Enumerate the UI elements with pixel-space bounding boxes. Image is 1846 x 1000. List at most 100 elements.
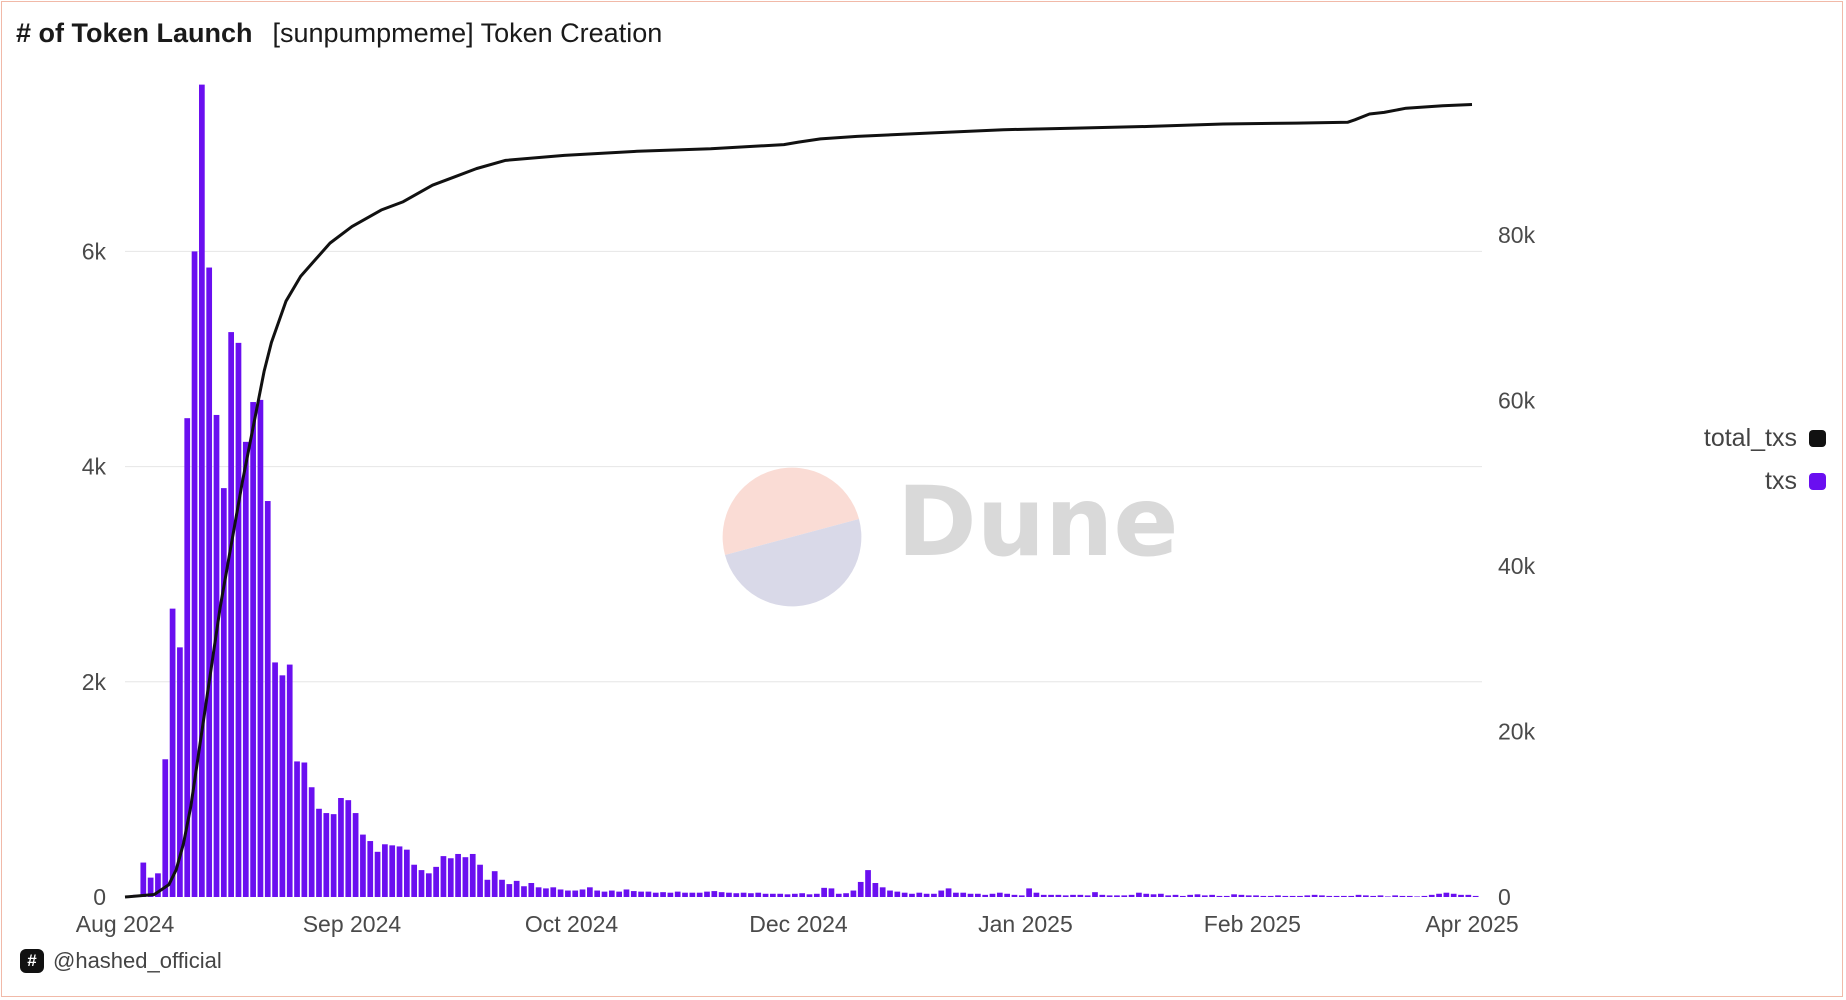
- x-axis: Aug 2024 Sep 2024 Oct 2024 Dec 2024 Jan 2025…: [76, 911, 1519, 937]
- txs-bar: [587, 887, 593, 897]
- txs-bar: [213, 414, 220, 897]
- txs-bar: [147, 877, 154, 897]
- txs-bar: [865, 870, 871, 897]
- txs-bar: [286, 664, 293, 897]
- txs-bar: [1187, 894, 1194, 897]
- txs-bar: [1004, 893, 1010, 897]
- txs-bars: [125, 84, 1479, 898]
- watermark-logo-top-half: [722, 467, 859, 555]
- x-axis-tick-label: Jan 2025: [978, 911, 1073, 937]
- txs-bar: [242, 441, 249, 897]
- txs-bar: [740, 892, 747, 897]
- txs-bar: [367, 841, 374, 897]
- txs-bar: [652, 892, 659, 897]
- txs-bar: [177, 647, 183, 897]
- txs-bar: [872, 883, 879, 897]
- legend-item-total-txs[interactable]: total_txs: [1704, 424, 1826, 453]
- txs-bar: [1319, 895, 1325, 897]
- txs-bar: [608, 890, 615, 897]
- txs-bar: [718, 892, 725, 897]
- txs-bar: [1355, 894, 1362, 897]
- txs-bar: [484, 879, 491, 897]
- txs-bar: [565, 890, 571, 897]
- txs-bar: [630, 891, 637, 897]
- txs-bar: [389, 845, 396, 897]
- txs-bar: [931, 893, 937, 897]
- left-axis-tick-label: 6k: [82, 238, 107, 264]
- txs-bar: [543, 888, 549, 897]
- txs-bar: [345, 800, 352, 897]
- right-axis-tick-label: 60k: [1498, 387, 1536, 413]
- right-axis-tick-label: 0: [1498, 884, 1511, 910]
- right-axis: 0 20k 40k 60k 80k: [1498, 222, 1536, 910]
- txs-bar: [155, 873, 161, 897]
- txs-bar: [770, 893, 776, 897]
- txs-bar: [1465, 894, 1472, 897]
- txs-bar: [1223, 895, 1230, 897]
- legend-swatch-txs: [1809, 473, 1826, 490]
- txs-bar: [594, 890, 601, 897]
- txs-bar: [411, 864, 418, 897]
- txs-bar: [396, 846, 403, 897]
- txs-bar: [1158, 893, 1164, 897]
- txs-bar: [1282, 895, 1289, 897]
- txs-bar: [1370, 895, 1377, 897]
- txs-bar: [418, 870, 425, 897]
- txs-bar: [1363, 895, 1369, 897]
- txs-bar: [1128, 894, 1135, 897]
- right-axis-tick-label: 20k: [1498, 718, 1536, 744]
- txs-bar: [513, 880, 520, 897]
- txs-bar: [704, 891, 710, 897]
- txs-bar: [967, 893, 974, 897]
- x-axis-tick-label: Dec 2024: [749, 911, 848, 937]
- txs-bar: [440, 856, 447, 897]
- x-axis-tick-label: Apr 2025: [1425, 911, 1518, 937]
- txs-bar: [557, 889, 564, 897]
- txs-bar: [301, 762, 308, 897]
- txs-bar: [1436, 893, 1442, 897]
- footer-handle[interactable]: @hashed_official: [53, 948, 222, 973]
- txs-bar: [1297, 895, 1303, 897]
- txs-bar: [199, 84, 205, 898]
- txs-bar: [1099, 894, 1106, 897]
- chart-title: # of Token Launch: [16, 18, 253, 48]
- txs-bar: [923, 893, 930, 897]
- txs-bar: [945, 888, 952, 897]
- txs-bar: [850, 890, 857, 897]
- txs-bar: [469, 853, 476, 897]
- txs-bar: [1121, 895, 1128, 897]
- txs-bar: [403, 849, 410, 897]
- legend-item-txs[interactable]: txs: [1765, 467, 1826, 496]
- txs-bar: [338, 798, 344, 897]
- txs-bar: [535, 887, 542, 897]
- txs-bar: [1055, 894, 1062, 897]
- txs-bar: [901, 892, 908, 897]
- txs-bar: [308, 787, 315, 897]
- txs-bar: [689, 892, 696, 897]
- txs-bar: [433, 866, 439, 897]
- txs-bar: [843, 893, 849, 897]
- right-axis-tick-label: 40k: [1498, 553, 1536, 579]
- txs-bar: [1304, 895, 1311, 897]
- txs-bar: [857, 881, 864, 897]
- txs-bar: [645, 891, 652, 897]
- txs-bar: [1033, 892, 1040, 897]
- txs-bar: [1179, 895, 1186, 897]
- txs-bar: [1040, 894, 1047, 897]
- txs-bar: [191, 251, 198, 897]
- footer: # @hashed_official: [20, 948, 222, 974]
- txs-bar: [1194, 894, 1201, 897]
- txs-bar: [264, 501, 271, 897]
- txs-bar: [462, 857, 469, 897]
- txs-bar: [960, 892, 967, 897]
- txs-bar: [696, 892, 703, 897]
- txs-bar: [748, 893, 754, 897]
- txs-bar: [1443, 892, 1450, 897]
- txs-bar: [982, 894, 989, 897]
- txs-bar: [1421, 895, 1428, 897]
- txs-bar: [1428, 894, 1435, 897]
- txs-bar: [1260, 895, 1267, 897]
- txs-bar: [1333, 895, 1340, 897]
- left-axis: 0 2k 4k 6k: [82, 238, 107, 910]
